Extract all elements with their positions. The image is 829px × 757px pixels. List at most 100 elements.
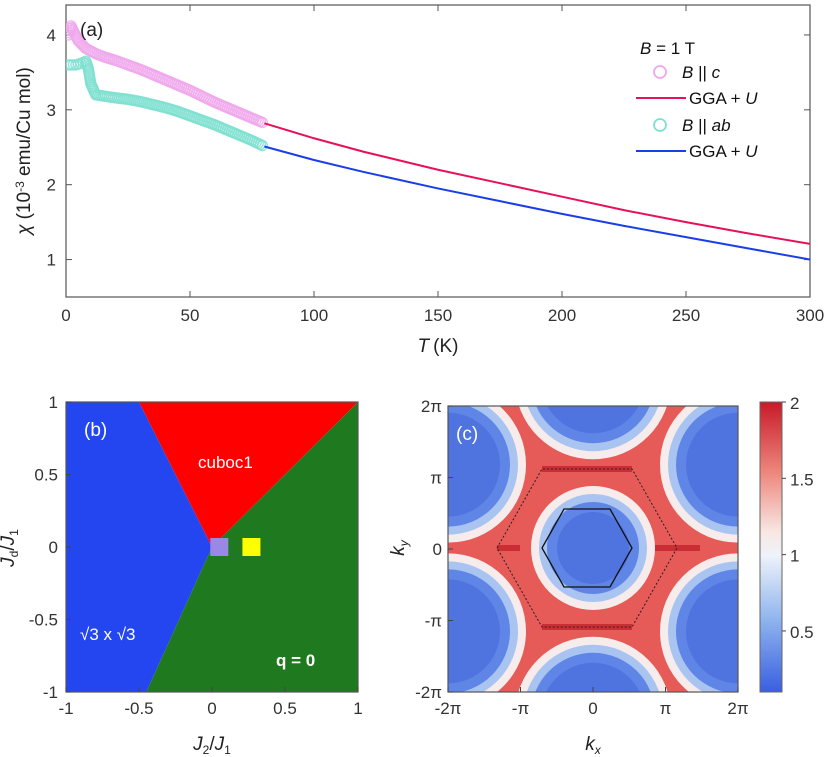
legend-b-c-dir: c — [712, 63, 721, 82]
inner-hexagon — [541, 508, 633, 588]
legend-label-b-c: B || c — [682, 63, 721, 82]
chart-c-xtick-label: π — [660, 699, 672, 718]
chart-c-ytick-label: π — [430, 469, 442, 488]
series-2-markers — [66, 55, 269, 152]
chart-c-ylabel-sub: y — [397, 539, 411, 547]
chart-b-panel-label: (b) — [84, 420, 107, 441]
chart-b-xtick-label: 0 — [207, 699, 216, 718]
legend-gga-ab-sym: GGA + — [689, 142, 745, 161]
chart-b-xtick-label: 0.5 — [273, 699, 297, 718]
chart-c-ylabel: ky — [388, 539, 411, 556]
colorbar-ticks: 2 1.5 1 0.5 — [782, 394, 814, 642]
chart-b-ylabel: Jd/J1 — [0, 529, 21, 568]
chart-a-ylabel-sym: χ — [14, 224, 35, 237]
chart-b-ytick-label: 0.5 — [34, 466, 58, 485]
series-1-line — [264, 122, 810, 245]
pocket-core — [557, 512, 629, 584]
chart-a-panel-label: (a) — [80, 20, 103, 41]
chart-a-ytick-label: 4 — [47, 26, 56, 45]
chart-a-ytick-label: 1 — [47, 251, 56, 270]
region-1 — [66, 402, 212, 692]
chart-b-xlabel-b: J — [214, 734, 225, 755]
chart-c-xtick-label: 2π — [727, 699, 748, 718]
chart-b-ylabel-b: J — [0, 535, 19, 546]
legend-b-c-sym: B — [682, 63, 693, 82]
chart-c-ytick-label: -2π — [415, 683, 442, 702]
phase-marker-1 — [242, 538, 261, 556]
legend-marker-b-c — [653, 65, 667, 79]
chart-b-xlabel-a: J — [192, 734, 203, 755]
chart-a-legend: B = 1 T B || c GGA + U B || ab GGA + U — [636, 39, 758, 161]
outer-hexagon — [496, 468, 678, 628]
legend-gga-ab-u: U — [745, 142, 758, 161]
series-0-markers — [66, 20, 269, 129]
chart-a-ytick-label: 3 — [47, 101, 56, 120]
legend-label-gga-c: GGA + U — [689, 89, 758, 108]
chart-a-series — [66, 20, 810, 261]
legend-label-b-ab: B || ab — [682, 116, 731, 135]
chart-b-xlabel-b-sub: 1 — [224, 743, 231, 757]
legend-b-ab-dir: ab — [712, 116, 731, 135]
pocket-core — [448, 412, 500, 517]
chart-c-ytick-label: 2π — [421, 397, 442, 416]
region-label-cuboc1: cuboc1 — [198, 453, 253, 472]
chart-b-xtick-label: 1 — [353, 699, 362, 718]
chart-c-xlabel-sub: x — [594, 743, 602, 757]
pocket-core — [546, 662, 640, 692]
legend-gga-c-sym: GGA + — [689, 89, 745, 108]
colorbar-tick-label: 1.5 — [790, 470, 814, 489]
chart-c-xlabel-k: k — [585, 734, 596, 755]
chart-b-ytick-label: 1 — [49, 393, 58, 412]
chart-c-ylabel-k: k — [388, 545, 409, 556]
chart-c-xtick-label: 0 — [588, 699, 597, 718]
chart-a-xlabel: T (K) — [418, 336, 459, 357]
chart-a-xlabel-sym: T — [418, 336, 431, 357]
pocket-core — [448, 579, 500, 684]
pocket-core — [686, 579, 738, 684]
phase-marker-0 — [210, 538, 229, 556]
chart-a-xtick-label: 100 — [300, 306, 328, 325]
chart-a-ylabel-pre: (10 — [14, 192, 35, 219]
chart-c-xtick-label: -2π — [435, 699, 462, 718]
chart-a-xtick-label: 0 — [61, 306, 70, 325]
heatmap-image — [448, 406, 738, 692]
chart-b-xlabel: J2/J1 — [192, 734, 231, 757]
chart-a: 0 50 100 150 200 250 300 1 2 3 4 (a) B = 1 T B || … — [13, 4, 824, 357]
chart-b-ytick-label: -0.5 — [29, 611, 58, 630]
legend-label-gga-ab: GGA + U — [689, 142, 758, 161]
chart-c-ytick-label: 0 — [433, 540, 442, 559]
chart-b-ytick-label: -1 — [43, 683, 58, 702]
colorbar-tick-label: 1 — [790, 547, 799, 566]
colorbar-tick-label: 2 — [790, 394, 799, 413]
chart-c-panel-label: (c) — [456, 424, 478, 445]
series-3-line — [264, 145, 810, 261]
chart-b-ylabel-b-sub: 1 — [7, 529, 21, 536]
chart-a-ylabel-post: emu/Cu mol) — [14, 67, 35, 181]
chart-a-xtick-label: 300 — [796, 306, 824, 325]
region-label-root3: √3 x √3 — [80, 625, 136, 644]
legend-b-ab-sym: B — [682, 116, 693, 135]
chart-b-ylabel-a: J — [0, 557, 19, 568]
region-label-q0: q = 0 — [276, 651, 315, 670]
chart-a-ytick-label: 2 — [47, 176, 56, 195]
colorbar-tick-label: 0.5 — [790, 623, 814, 642]
chart-a-xtick-label: 150 — [424, 306, 452, 325]
chart-b-ticks: -1 -0.5 0 0.5 1 -1 -0.5 0 0.5 1 — [29, 393, 363, 718]
pocket-core — [686, 412, 738, 517]
legend-marker-b-ab — [653, 118, 667, 132]
data-point — [256, 116, 269, 129]
chart-b-xlabel-a-sub: 2 — [203, 743, 210, 757]
chart-c-ytick-label: -π — [425, 612, 442, 631]
chart-a-ylabel: χ (10-3 emu/Cu mol) — [13, 67, 35, 237]
legend-gga-c-u: U — [745, 89, 758, 108]
chart-a-ticks: 0 50 100 150 200 250 300 1 2 3 4 — [47, 5, 824, 325]
legend-title-rest: = 1 T — [651, 39, 695, 58]
chart-b-markers — [210, 538, 261, 556]
chart-a-xtick-label: 50 — [181, 306, 200, 325]
legend-title-sym: B — [640, 39, 651, 58]
colorbar — [759, 401, 783, 693]
chart-c-ticks: -2π -π 0 π 2π -2π -π 0 π 2π — [415, 397, 748, 718]
chart-a-xtick-label: 200 — [548, 306, 576, 325]
legend-b-c-rel: || — [693, 63, 711, 82]
